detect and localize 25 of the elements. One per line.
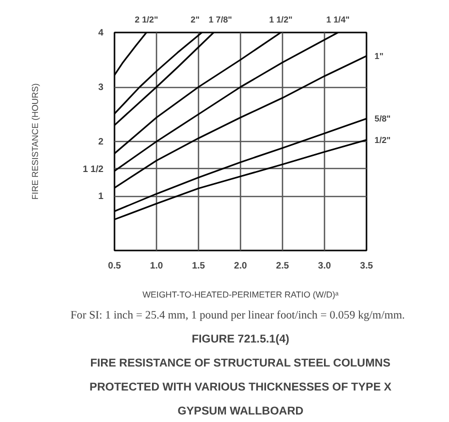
y-tick-label: 1 1/2 <box>82 164 104 174</box>
series-label: 2 1/2" <box>134 14 158 24</box>
series-label: 1" <box>374 50 384 61</box>
text: For SI: 1 inch = 25.4 mm, 1 pound per linear foot/inch = 0.059 kg/m/mm. <box>70 310 406 322</box>
series-label: 5/8" <box>374 114 391 124</box>
series-label: 1/2" <box>374 134 391 145</box>
series-label: 1 7/8" <box>208 14 232 24</box>
y-axis-title: FIRE RESISTANCE (HOURS) <box>30 83 40 200</box>
y-tick-label: 1 <box>98 191 104 201</box>
y-tick-label: 2 <box>98 136 104 146</box>
x-tick-label: 2.5 <box>276 260 289 270</box>
y-tick-label: 4 <box>98 28 104 38</box>
series-label: 1 1/2" <box>269 14 292 24</box>
x-tick-label: 3.5 <box>360 260 373 270</box>
x-tick-label: 1.5 <box>192 260 205 270</box>
x-tick-label: 3.0 <box>318 260 331 270</box>
x-axis-title: WEIGHT-TO-HEATED-PERIMETER RATIO (W/D)ᵃ <box>142 290 340 300</box>
x-tick-label: 0.5 <box>108 260 121 270</box>
series-label: 2" <box>190 14 200 24</box>
text: FIGURE 721.5.1(4) <box>192 334 290 346</box>
x-tick-label: 2.0 <box>234 260 247 270</box>
x-tick-label: 1.0 <box>150 260 163 270</box>
text: FIRE RESISTANCE OF STRUCTURAL STEEL COLUMNS PROTECTED WITH VARIOUS THICKNESSES OF TYPE X GYPSUM WALLBOARD <box>90 358 392 418</box>
series-label: 1 1/4" <box>326 14 350 24</box>
y-tick-label: 3 <box>98 82 104 92</box>
